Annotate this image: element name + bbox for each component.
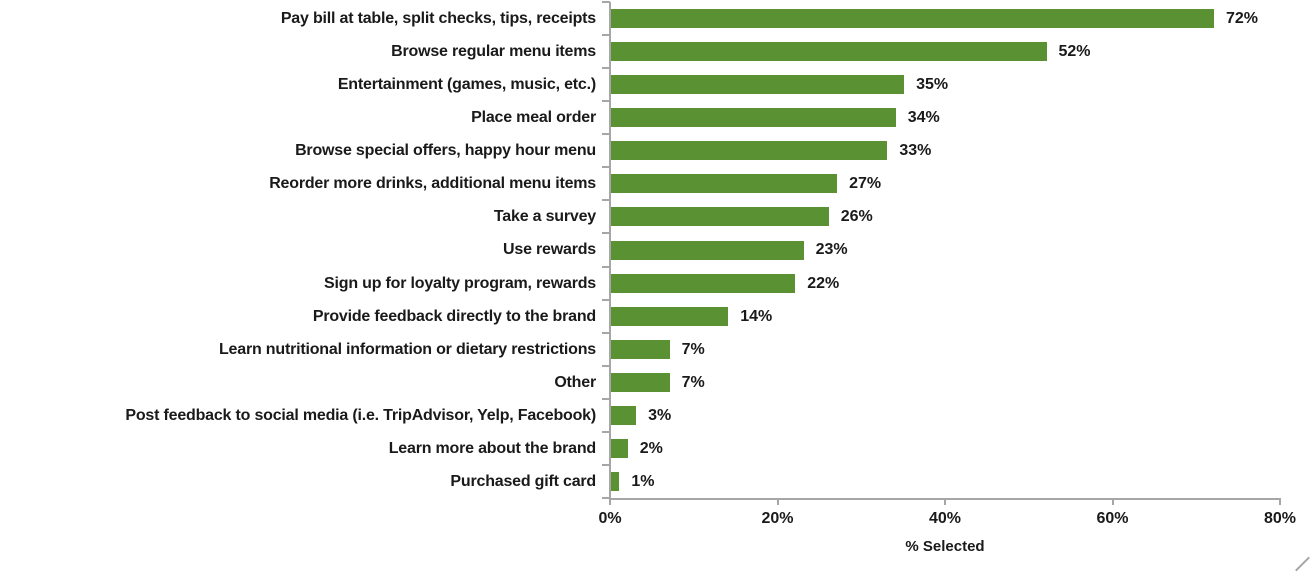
category-label: Learn more about the brand xyxy=(388,439,596,457)
category-label: Browse regular menu items xyxy=(391,43,596,61)
x-axis-tick xyxy=(944,498,946,505)
value-label: 35% xyxy=(916,76,949,94)
category-label: Reorder more drinks, additional menu ite… xyxy=(269,175,596,193)
category-label: Other xyxy=(554,373,596,391)
category-label: Use rewards xyxy=(503,241,596,259)
y-axis-tick xyxy=(602,298,610,301)
category-label: Take a survey xyxy=(493,208,596,226)
value-label: 33% xyxy=(899,142,932,160)
value-label: 1% xyxy=(631,472,655,490)
bar xyxy=(611,42,1047,62)
y-axis-tick xyxy=(602,364,610,367)
x-axis-tick-label: 60% xyxy=(1096,510,1129,527)
bar xyxy=(611,438,628,458)
x-axis-tick xyxy=(609,498,611,505)
category-label: Learn nutritional information or dietary… xyxy=(218,340,596,358)
bar xyxy=(611,471,620,491)
x-axis-tick xyxy=(1279,498,1281,505)
y-axis-tick xyxy=(602,397,610,400)
x-axis-tick-label: 80% xyxy=(1263,510,1297,527)
bar xyxy=(611,240,804,260)
value-label: 27% xyxy=(849,175,882,193)
bar xyxy=(611,75,905,95)
bar xyxy=(611,306,729,326)
bar xyxy=(611,9,1214,29)
category-label: Provide feedback directly to the brand xyxy=(312,307,596,325)
value-label: 34% xyxy=(907,109,940,127)
category-label: Sign up for loyalty program, rewards xyxy=(324,274,596,292)
y-axis-tick xyxy=(602,463,610,466)
value-label: 26% xyxy=(840,208,873,226)
value-label: 7% xyxy=(681,373,705,391)
y-axis-tick xyxy=(602,133,610,136)
category-label: Pay bill at table, split checks, tips, r… xyxy=(280,10,596,27)
category-label: Post feedback to social media (i.e. Trip… xyxy=(125,406,596,424)
y-axis-tick xyxy=(602,497,610,499)
category-label: Purchased gift card xyxy=(450,472,596,490)
value-label: 3% xyxy=(648,406,672,424)
y-axis-tick xyxy=(602,100,610,103)
x-axis-tick xyxy=(1111,498,1114,505)
y-axis-tick xyxy=(602,265,610,268)
value-label: 72% xyxy=(1226,10,1259,27)
y-axis-tick xyxy=(602,430,610,433)
y-axis-tick xyxy=(602,67,610,70)
bar xyxy=(611,174,838,194)
bar xyxy=(611,372,670,392)
x-axis-tick xyxy=(776,498,779,505)
y-axis-line xyxy=(609,2,611,505)
category-label: Entertainment (games, music, etc.) xyxy=(337,76,596,94)
value-label: 22% xyxy=(807,274,840,292)
category-label: Place meal order xyxy=(471,109,596,127)
x-axis-tick-label: 20% xyxy=(761,510,794,527)
bar xyxy=(611,339,670,359)
x-axis-tick-label: 40% xyxy=(928,510,962,527)
category-label: Browse special offers, happy hour menu xyxy=(295,142,596,160)
y-axis-tick xyxy=(602,1,610,3)
y-axis-tick xyxy=(602,232,610,235)
value-label: 14% xyxy=(740,307,773,325)
bar xyxy=(611,405,637,425)
value-label: 7% xyxy=(681,340,705,358)
y-axis-tick xyxy=(602,199,610,202)
bar xyxy=(611,108,896,128)
x-axis-tick-label: 0% xyxy=(598,510,622,527)
bar xyxy=(611,141,888,161)
value-label: 52% xyxy=(1058,43,1091,61)
y-axis-tick xyxy=(602,166,610,169)
y-axis-tick xyxy=(602,34,610,37)
bar xyxy=(611,207,829,227)
bar xyxy=(611,273,796,293)
x-axis-title: % Selected xyxy=(905,538,985,555)
resize-handle-icon xyxy=(1295,556,1310,572)
y-axis-tick xyxy=(602,331,610,334)
value-label: 23% xyxy=(815,241,848,259)
value-label: 2% xyxy=(639,439,663,457)
